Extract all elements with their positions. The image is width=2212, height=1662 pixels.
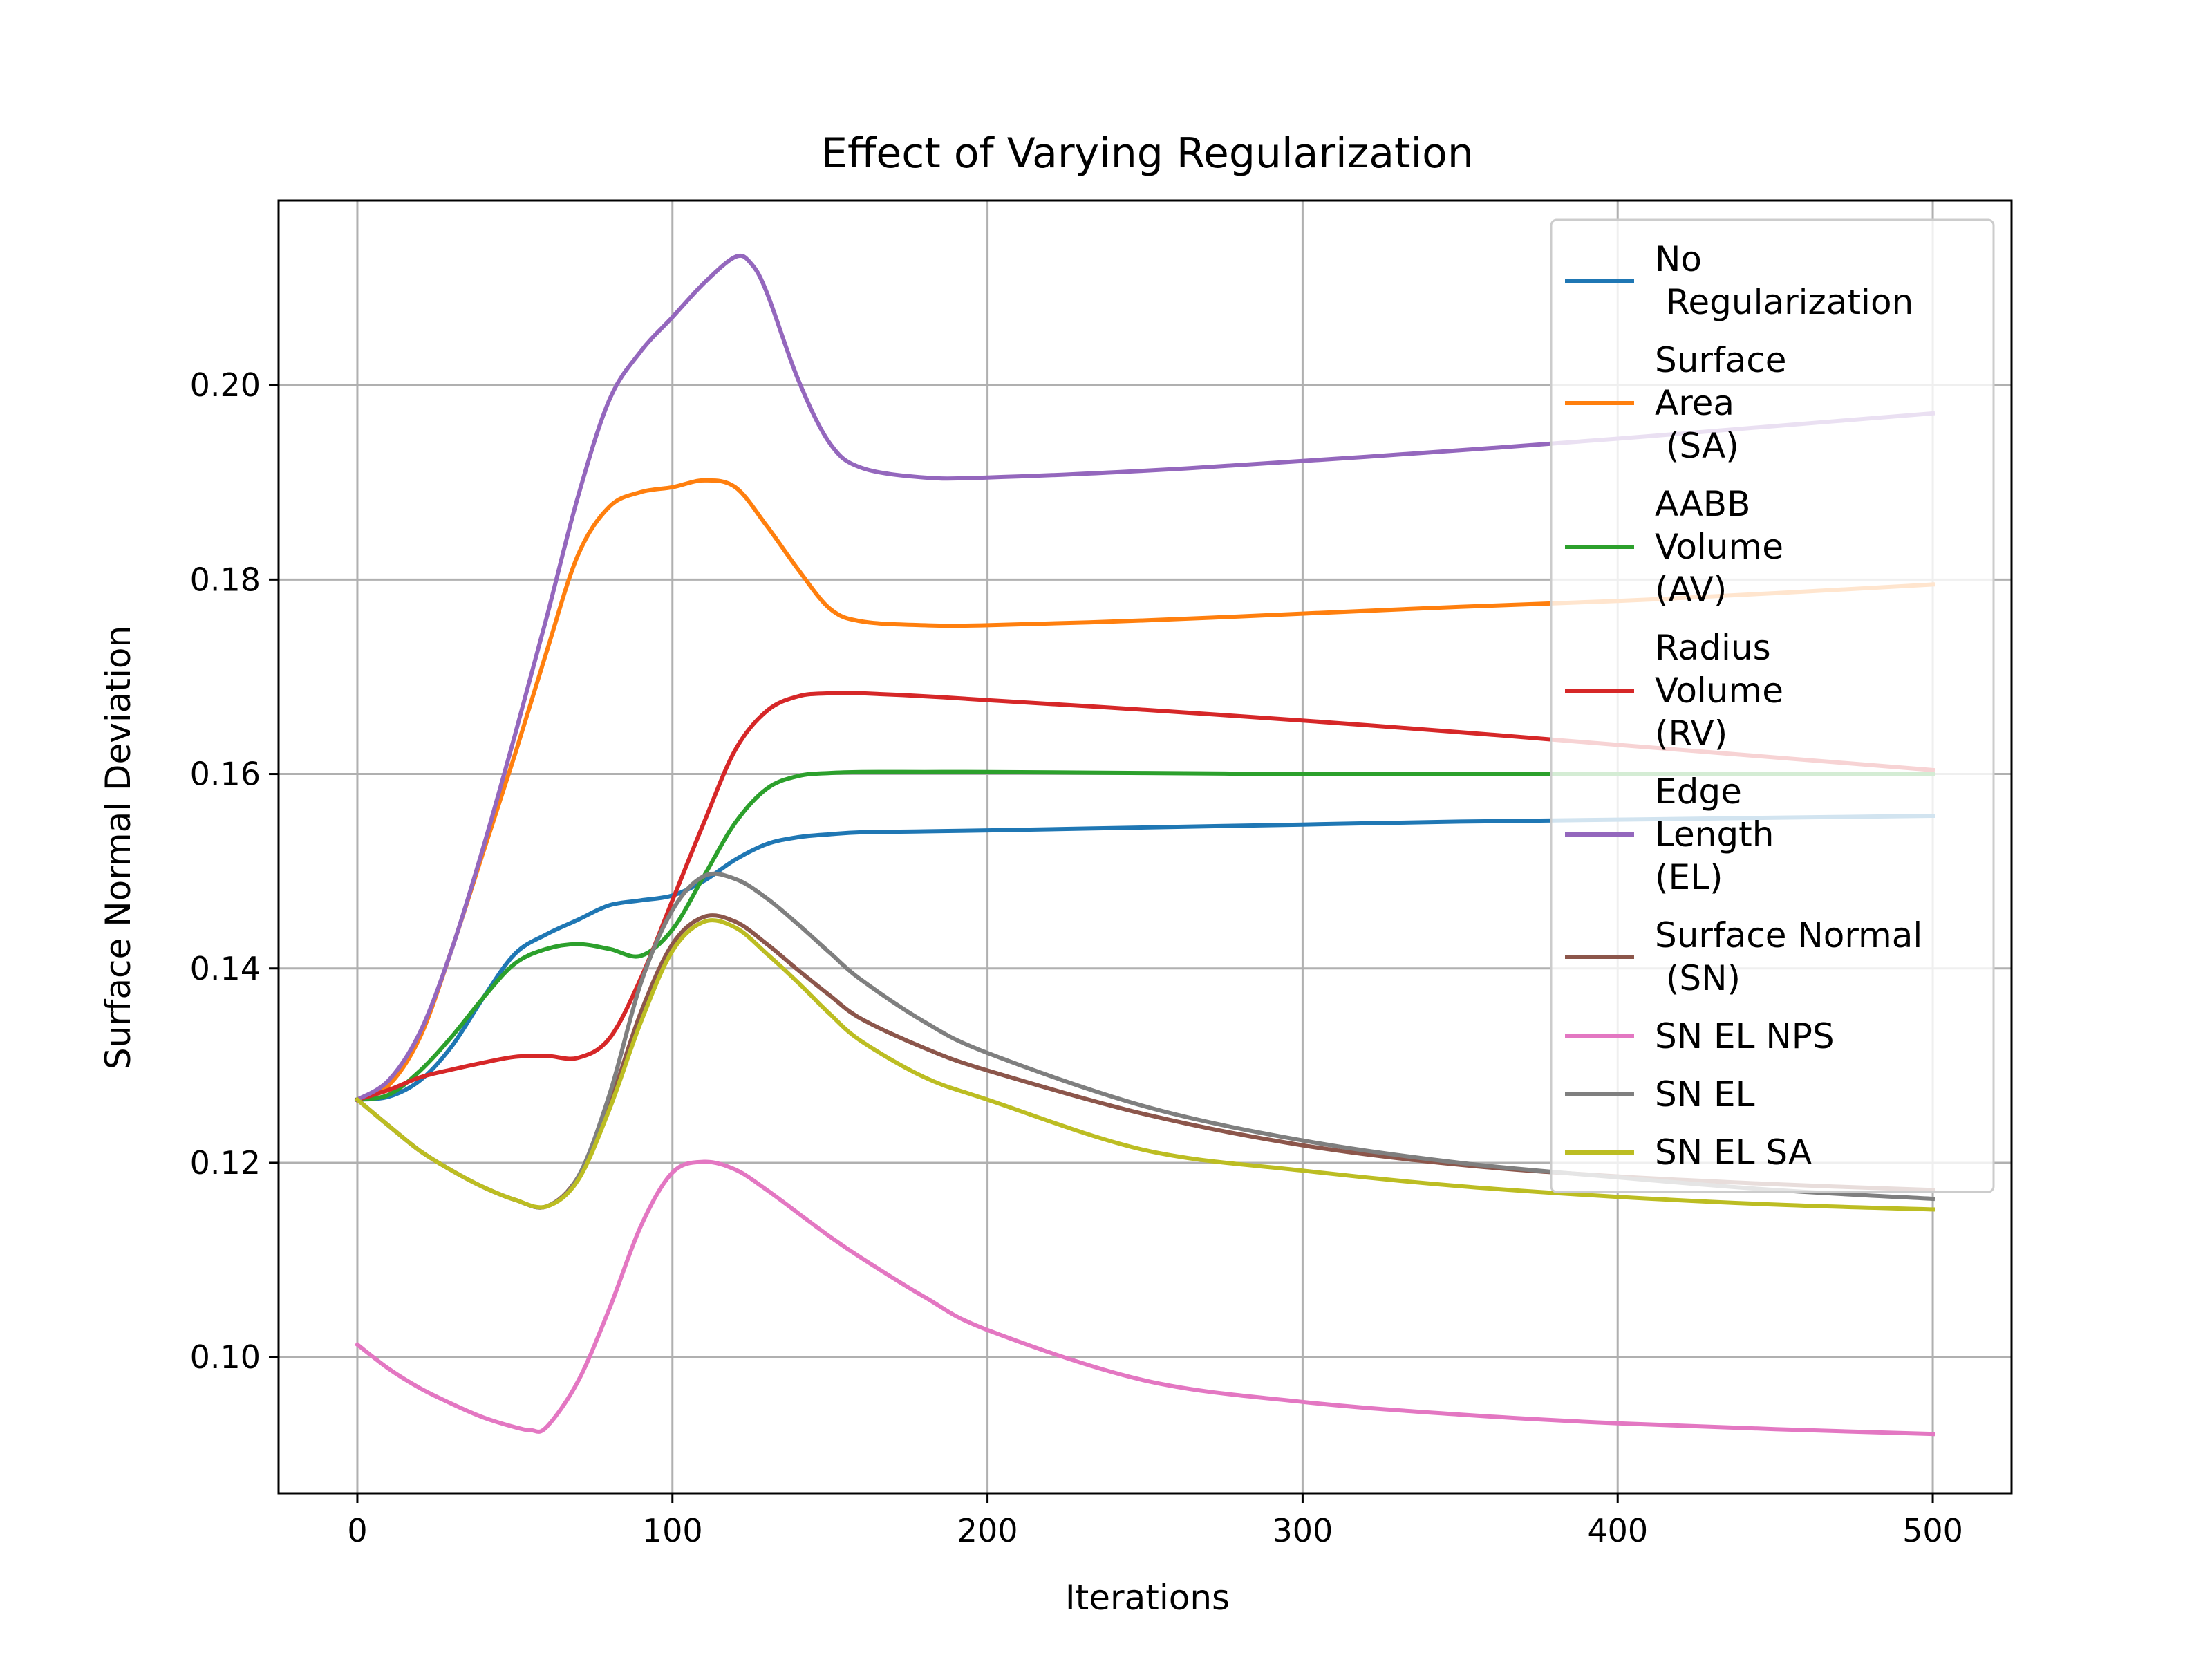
legend-label: Edge Length (EL) (1655, 772, 1774, 897)
x-tick-label: 300 (1273, 1512, 1333, 1549)
y-tick-label: 0.20 (190, 366, 261, 404)
x-axis-ticks: 0 100 200 300 400 500 (347, 1493, 1963, 1549)
x-axis-label: Iterations (1065, 1578, 1230, 1618)
legend: No Regularization Surface Area (SA) AABB Vol… (1550, 218, 1995, 1193)
y-tick-label: 0.14 (190, 950, 261, 987)
series-line-4 (354, 253, 1936, 1103)
x-tick-label: 400 (1587, 1512, 1648, 1549)
y-tick-label: 0.12 (190, 1144, 261, 1182)
legend-label: Surface Normal (SN) (1655, 915, 1922, 998)
legend-label: Surface Area (SA) (1655, 340, 1786, 466)
y-axis-ticks: 0.10 0.12 0.14 0.16 0.18 0.20 (190, 366, 279, 1376)
legend-label: AABB Volume (AV) (1655, 484, 1783, 610)
series-line-0 (355, 813, 1936, 1102)
x-tick-label: 0 (347, 1512, 367, 1549)
series-line-8 (354, 918, 1936, 1212)
y-tick-label: 0.16 (190, 756, 261, 793)
chart-title: Effect of Varying Regularization (821, 129, 1474, 178)
axes-frame (277, 199, 2013, 1495)
y-tick-label: 0.18 (190, 561, 261, 598)
legend-label: Radius Volume (RV) (1655, 628, 1783, 754)
series-line-2 (355, 769, 1935, 1103)
series-line-3 (355, 691, 1936, 1103)
plot-frame (277, 199, 2013, 1495)
legend-box (1550, 218, 1995, 1193)
x-tick-label: 100 (642, 1512, 703, 1549)
legend-label: SN EL SA (1655, 1132, 1812, 1173)
legend-label: SN EL NPS (1655, 1016, 1835, 1056)
legend-label: No Regularization (1655, 239, 1913, 322)
y-axis-label: Surface Normal Deviation (98, 626, 138, 1070)
y-tick-label: 0.10 (190, 1338, 261, 1376)
legend-label: SN EL (1655, 1074, 1755, 1114)
series-lines (354, 253, 1936, 1437)
x-tick-label: 200 (957, 1512, 1018, 1549)
x-tick-label: 500 (1902, 1512, 1963, 1549)
series-line-6 (354, 1159, 1936, 1437)
